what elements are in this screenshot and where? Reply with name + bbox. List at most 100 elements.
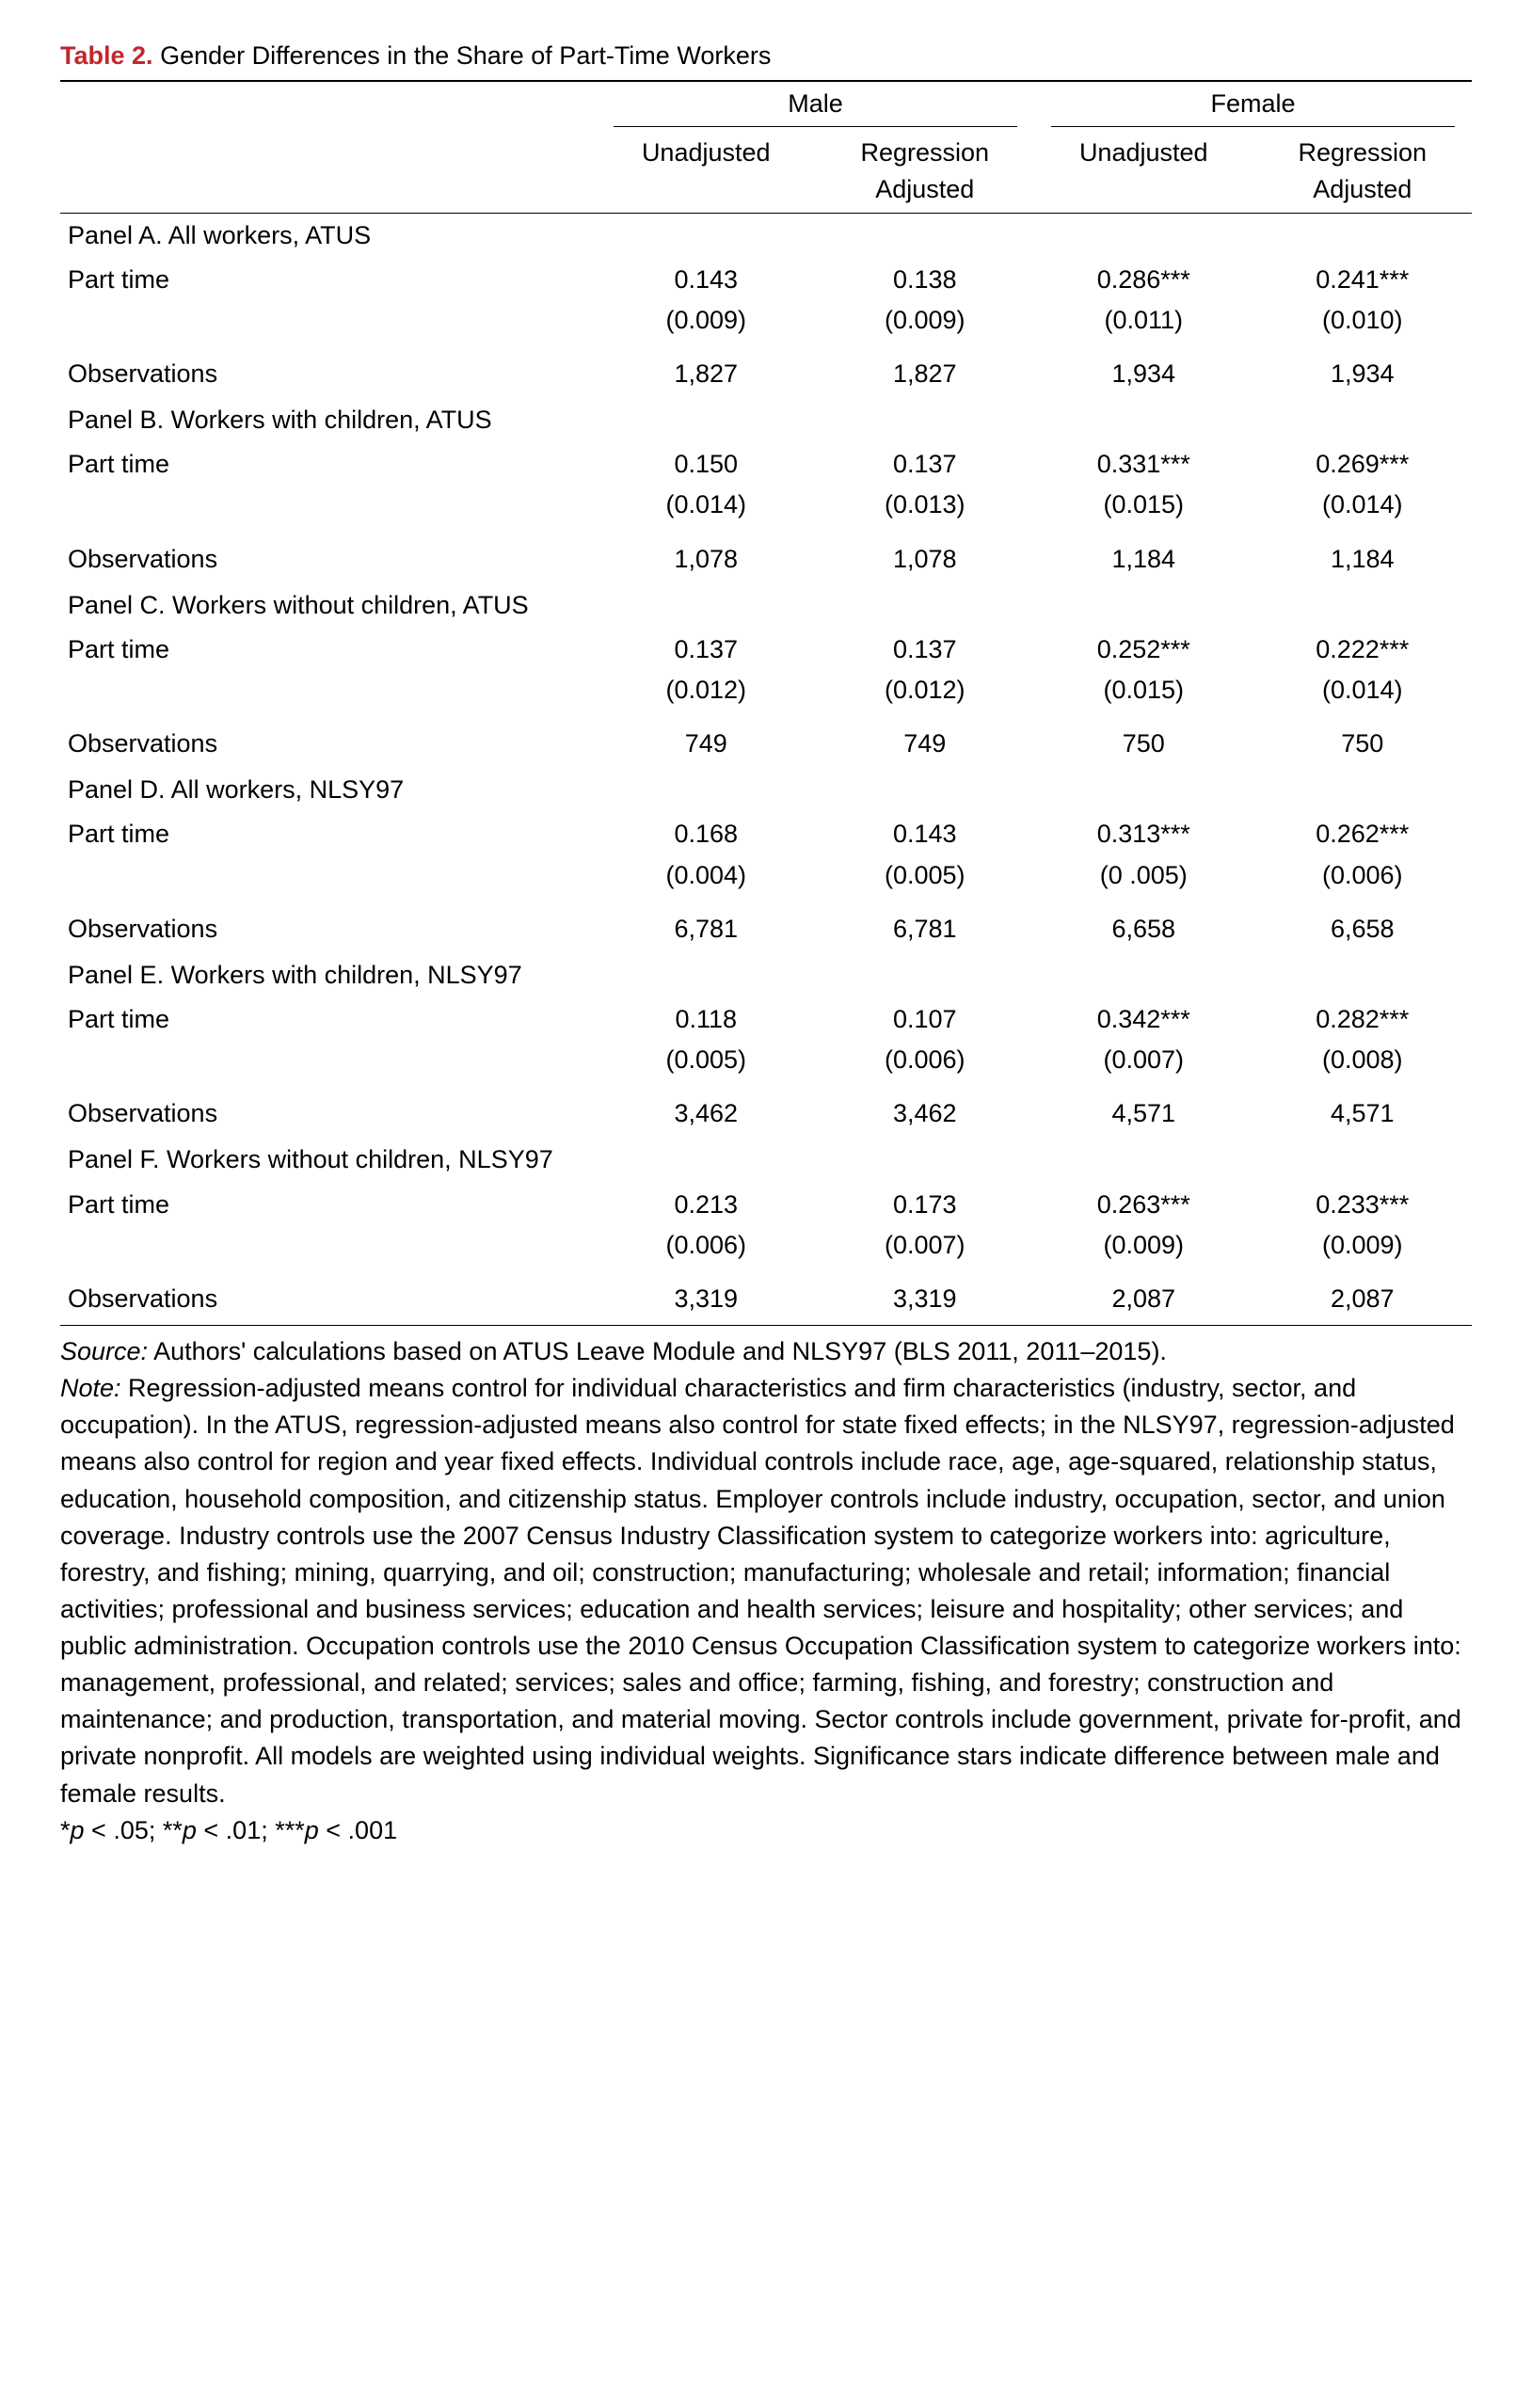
cell-value: 0.118	[597, 997, 816, 1042]
cell-value: 0.286***	[1034, 258, 1253, 302]
cell-value: 0.269***	[1253, 442, 1473, 486]
col-group-male-rule	[614, 126, 1017, 127]
cell-se: (0.005)	[816, 857, 1035, 898]
cell-value: 0.263***	[1034, 1183, 1253, 1227]
cell-obs: 3,462	[597, 1082, 816, 1138]
cell-se: (0.012)	[816, 672, 1035, 712]
cell-se: (0.014)	[1253, 672, 1473, 712]
cell-value: 0.222***	[1253, 628, 1473, 672]
note-text: Regression-adjusted means control for in…	[60, 1374, 1461, 1808]
observations-row: Observations3,4623,4624,5714,571	[60, 1082, 1472, 1138]
cell-value: 0.241***	[1253, 258, 1473, 302]
observations-row: Observations749749750750	[60, 712, 1472, 768]
row-label-part-time: Part time	[60, 997, 597, 1042]
row-label-observations: Observations	[60, 712, 597, 768]
sub-header-row: Unadjusted Regression Adjusted Unadjuste…	[60, 131, 1472, 213]
cell-se: (0.004)	[597, 857, 816, 898]
row-label-part-time: Part time	[60, 1183, 597, 1227]
observations-row: Observations3,3193,3192,0872,087	[60, 1268, 1472, 1323]
std-error-row: (0.012)(0.012)(0.015)(0.014)	[60, 672, 1472, 712]
part-time-row: Part time0.2130.1730.263***0.233***	[60, 1183, 1472, 1227]
cell-obs: 6,781	[597, 898, 816, 953]
cell-value: 0.233***	[1253, 1183, 1473, 1227]
cell-se: (0.010)	[1253, 302, 1473, 343]
cell-value: 0.262***	[1253, 812, 1473, 856]
cell-se: (0.015)	[1034, 672, 1253, 712]
cell-se: (0.008)	[1253, 1042, 1473, 1082]
cell-value: 0.282***	[1253, 997, 1473, 1042]
cell-obs: 749	[597, 712, 816, 768]
panel-title: Panel C. Workers without children, ATUS	[60, 583, 1472, 628]
table-bottom-rule	[60, 1325, 1472, 1326]
cell-value: 0.107	[816, 997, 1035, 1042]
std-error-row: (0.005)(0.006)(0.007)(0.008)	[60, 1042, 1472, 1082]
col-group-male: Male	[597, 82, 1034, 131]
subhead-female-regadj: Regression Adjusted	[1253, 131, 1473, 213]
panel-title: Panel F. Workers without children, NLSY9…	[60, 1138, 1472, 1182]
source-line: Source: Authors' calculations based on A…	[60, 1333, 1472, 1370]
std-error-row: (0.004)(0.005)(0 .005)(0.006)	[60, 857, 1472, 898]
row-label-observations: Observations	[60, 898, 597, 953]
cell-obs: 3,319	[816, 1268, 1035, 1323]
row-label-observations: Observations	[60, 1268, 597, 1323]
cell-value: 0.331***	[1034, 442, 1253, 486]
panel-header: Panel D. All workers, NLSY97	[60, 768, 1472, 812]
table-notes: Source: Authors' calculations based on A…	[60, 1333, 1472, 1849]
col-group-female-label: Female	[1210, 89, 1295, 118]
cell-obs: 2,087	[1253, 1268, 1473, 1323]
part-time-row: Part time0.1180.1070.342***0.282***	[60, 997, 1472, 1042]
cell-obs: 4,571	[1034, 1082, 1253, 1138]
cell-se: (0.015)	[1034, 486, 1253, 527]
cell-obs: 1,078	[816, 528, 1035, 583]
table-caption: Gender Differences in the Share of Part-…	[160, 41, 771, 70]
cell-value: 0.342***	[1034, 997, 1253, 1042]
cell-obs: 6,658	[1034, 898, 1253, 953]
panel-title: Panel E. Workers with children, NLSY97	[60, 953, 1472, 997]
panel-header: Panel A. All workers, ATUS	[60, 213, 1472, 258]
cell-obs: 750	[1253, 712, 1473, 768]
cell-obs: 1,934	[1034, 343, 1253, 398]
table-title: Table 2. Gender Differences in the Share…	[60, 38, 1472, 82]
cell-obs: 750	[1034, 712, 1253, 768]
cell-se: (0.009)	[1034, 1227, 1253, 1268]
cell-se: (0.005)	[597, 1042, 816, 1082]
column-group-row: Male Female	[60, 82, 1472, 131]
significance-line: *p < .05; **p < .01; ***p < .001	[60, 1812, 1472, 1849]
cell-se: (0.014)	[597, 486, 816, 527]
row-label-part-time: Part time	[60, 628, 597, 672]
col-group-female: Female	[1034, 82, 1472, 131]
cell-se: (0.006)	[597, 1227, 816, 1268]
cell-obs: 749	[816, 712, 1035, 768]
cell-obs: 2,087	[1034, 1268, 1253, 1323]
cell-obs: 1,827	[597, 343, 816, 398]
cell-se: (0 .005)	[1034, 857, 1253, 898]
panel-header: Panel E. Workers with children, NLSY97	[60, 953, 1472, 997]
panel-header: Panel F. Workers without children, NLSY9…	[60, 1138, 1472, 1182]
part-time-row: Part time0.1680.1430.313***0.262***	[60, 812, 1472, 856]
part-time-row: Part time0.1500.1370.331***0.269***	[60, 442, 1472, 486]
col-group-female-rule	[1051, 126, 1455, 127]
source-label: Source:	[60, 1337, 148, 1365]
cell-se: (0.012)	[597, 672, 816, 712]
observations-row: Observations1,0781,0781,1841,184	[60, 528, 1472, 583]
row-label-part-time: Part time	[60, 258, 597, 302]
cell-obs: 1,184	[1253, 528, 1473, 583]
row-label-part-time: Part time	[60, 812, 597, 856]
cell-value: 0.137	[816, 442, 1035, 486]
cell-se: (0.009)	[597, 302, 816, 343]
panel-header: Panel B. Workers with children, ATUS	[60, 398, 1472, 442]
cell-se: (0.006)	[1253, 857, 1473, 898]
cell-value: 0.138	[816, 258, 1035, 302]
cell-obs: 3,319	[597, 1268, 816, 1323]
cell-se: (0.006)	[816, 1042, 1035, 1082]
cell-value: 0.173	[816, 1183, 1035, 1227]
subhead-male-unadj: Unadjusted	[597, 131, 816, 213]
std-error-row: (0.006)(0.007)(0.009)(0.009)	[60, 1227, 1472, 1268]
cell-obs: 1,184	[1034, 528, 1253, 583]
row-label-observations: Observations	[60, 343, 597, 398]
panel-title: Panel B. Workers with children, ATUS	[60, 398, 1472, 442]
cell-se: (0.007)	[816, 1227, 1035, 1268]
observations-row: Observations1,8271,8271,9341,934	[60, 343, 1472, 398]
source-text: Authors' calculations based on ATUS Leav…	[148, 1337, 1167, 1365]
cell-se: (0.013)	[816, 486, 1035, 527]
